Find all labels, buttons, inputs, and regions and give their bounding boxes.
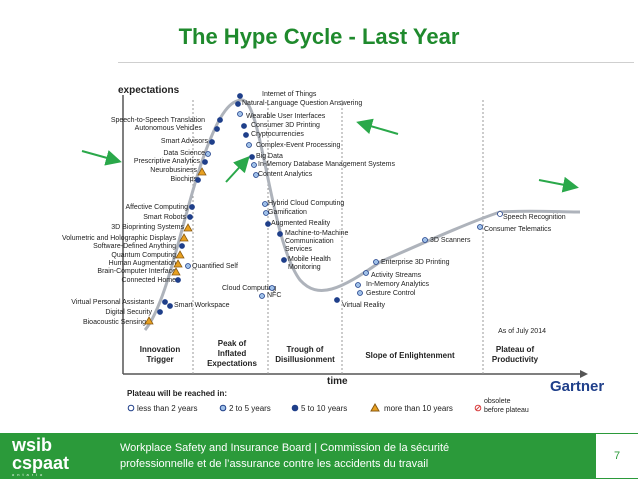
svg-text:Affective Computing: Affective Computing	[125, 204, 188, 211]
svg-text:Machine-to-Machine: Machine-to-Machine	[285, 230, 349, 237]
svg-text:Gesture Control: Gesture Control	[366, 290, 416, 297]
svg-text:Volumetric and Holographic Dis: Volumetric and Holographic Displays	[62, 235, 176, 242]
svg-text:3D Bioprinting Systems: 3D Bioprinting Systems	[111, 224, 184, 231]
svg-text:In-Memory Database Management: In-Memory Database Management Systems	[258, 161, 395, 168]
phase-slope: Slope of Enlightenment	[365, 351, 455, 360]
svg-text:Complex-Event Processing: Complex-Event Processing	[256, 142, 341, 149]
x-axis-label: time	[327, 376, 348, 387]
svg-text:Expectations: Expectations	[207, 359, 257, 368]
svg-text:before plateau: before plateau	[484, 407, 529, 414]
svg-text:Connected Home: Connected Home	[122, 277, 177, 284]
svg-text:Neurobusiness: Neurobusiness	[150, 167, 197, 174]
y-axis-label: expectations	[118, 85, 180, 96]
svg-text:Data Science: Data Science	[163, 150, 205, 157]
svg-text:Communication: Communication	[285, 238, 334, 245]
gartner-logo: Gartner	[550, 378, 604, 395]
svg-text:Smart Advisors: Smart Advisors	[161, 138, 209, 145]
svg-text:Internet of Things: Internet of Things	[262, 91, 317, 98]
svg-text:Speech Recognition: Speech Recognition	[503, 214, 566, 221]
footer-line-2: professionnelle et de l’assurance contre…	[120, 458, 429, 470]
footer-text: Workplace Safety and Insurance Board | C…	[120, 440, 449, 472]
svg-text:Smart Robots: Smart Robots	[143, 214, 186, 221]
svg-text:Mobile Health: Mobile Health	[288, 256, 331, 263]
svg-text:3D Scanners: 3D Scanners	[430, 237, 471, 244]
svg-text:Cryptocurrencies: Cryptocurrencies	[251, 131, 304, 138]
arrow-consumer-3d	[356, 118, 399, 135]
svg-text:Wearable User Interfaces: Wearable User Interfaces	[246, 113, 326, 120]
svg-text:Productivity: Productivity	[492, 355, 539, 364]
svg-text:Autonomous Vehicles: Autonomous Vehicles	[135, 125, 203, 132]
svg-text:Digital Security: Digital Security	[105, 309, 152, 316]
svg-text:Biochips: Biochips	[171, 176, 198, 183]
svg-text:Trigger: Trigger	[146, 355, 173, 364]
svg-text:Software-Defined Anything: Software-Defined Anything	[93, 243, 176, 250]
svg-text:Inflated: Inflated	[218, 349, 247, 358]
svg-text:Speech-to-Speech Translation: Speech-to-Speech Translation	[111, 117, 205, 124]
phase-plateau: Plateau of	[496, 345, 535, 354]
as-of-label: As of July 2014	[498, 328, 546, 335]
svg-text:Hybrid Cloud Computing: Hybrid Cloud Computing	[268, 200, 344, 207]
arrow-left	[81, 150, 122, 166]
svg-text:Cloud Computing: Cloud Computing	[222, 285, 276, 292]
legend-item: 5 to 10 years	[301, 404, 347, 413]
x-axis-arrow	[580, 370, 588, 378]
svg-text:Human Augmentation: Human Augmentation	[109, 260, 176, 267]
arrow-right	[538, 176, 579, 193]
footer-bar: wsib cspaat ontario Workplace Safety and…	[0, 433, 638, 479]
svg-text:Monitoring: Monitoring	[288, 264, 321, 271]
svg-text:Enterprise 3D Printing: Enterprise 3D Printing	[381, 259, 450, 266]
footer-line-1: Workplace Safety and Insurance Board | C…	[120, 442, 450, 454]
svg-text:Bioacoustic Sensing: Bioacoustic Sensing	[83, 319, 146, 326]
svg-text:Services: Services	[285, 246, 312, 253]
phase-trough: Trough of	[287, 345, 324, 354]
arrow-peak	[225, 156, 250, 183]
legend-item: more than 10 years	[384, 404, 453, 413]
svg-text:Consumer 3D Printing: Consumer 3D Printing	[251, 122, 320, 129]
svg-text:Brain-Computer Interface: Brain-Computer Interface	[97, 268, 176, 275]
hype-curve	[143, 98, 581, 331]
svg-text:Quantum Computing: Quantum Computing	[111, 252, 176, 259]
title-divider	[118, 62, 634, 63]
svg-text:Content Analytics: Content Analytics	[258, 171, 313, 178]
svg-text:Smart Workspace: Smart Workspace	[174, 302, 230, 309]
svg-text:Gartner: Gartner	[550, 378, 604, 395]
phase-dividers	[192, 100, 484, 374]
legend-title: Plateau will be reached in:	[127, 389, 227, 398]
svg-text:Gamification: Gamification	[268, 209, 307, 216]
svg-text:Augmented Reality: Augmented Reality	[271, 220, 331, 227]
page-number: 7	[596, 434, 638, 478]
svg-text:Prescriptive Analytics: Prescriptive Analytics	[134, 158, 201, 165]
svg-text:Activity Streams: Activity Streams	[371, 272, 422, 279]
svg-text:Consumer Telematics: Consumer Telematics	[484, 226, 552, 233]
legend: less than 2 years 2 to 5 years 5 to 10 y…	[127, 398, 529, 414]
wsib-logo: wsib cspaat ontario	[12, 435, 70, 477]
svg-text:Virtual Personal Assistants: Virtual Personal Assistants	[71, 299, 154, 306]
technology-labels: Internet of Things Natural-Language Ques…	[62, 91, 566, 326]
annotation-arrows	[81, 118, 579, 193]
hype-cycle-chart: expectations time Innovation Trigger Pea…	[62, 85, 604, 414]
svg-text:Virtual Reality: Virtual Reality	[342, 302, 386, 309]
svg-text:Natural-Language Question Answ: Natural-Language Question Answering	[242, 100, 362, 107]
svg-text:Disillusionment: Disillusionment	[275, 355, 335, 364]
svg-text:In-Memory Analytics: In-Memory Analytics	[366, 281, 430, 288]
technology-markers	[144, 93, 503, 325]
legend-item: less than 2 years	[137, 404, 197, 413]
legend-item: 2 to 5 years	[229, 404, 271, 413]
svg-text:Big Data: Big Data	[256, 153, 283, 160]
svg-text:NFC: NFC	[267, 292, 281, 299]
phase-peak: Peak of	[218, 339, 247, 348]
svg-text:obsolete: obsolete	[484, 398, 511, 405]
svg-text:Quantified Self: Quantified Self	[192, 263, 238, 270]
slide-title: The Hype Cycle - Last Year	[178, 24, 460, 49]
phase-innovation: Innovation	[140, 345, 181, 354]
